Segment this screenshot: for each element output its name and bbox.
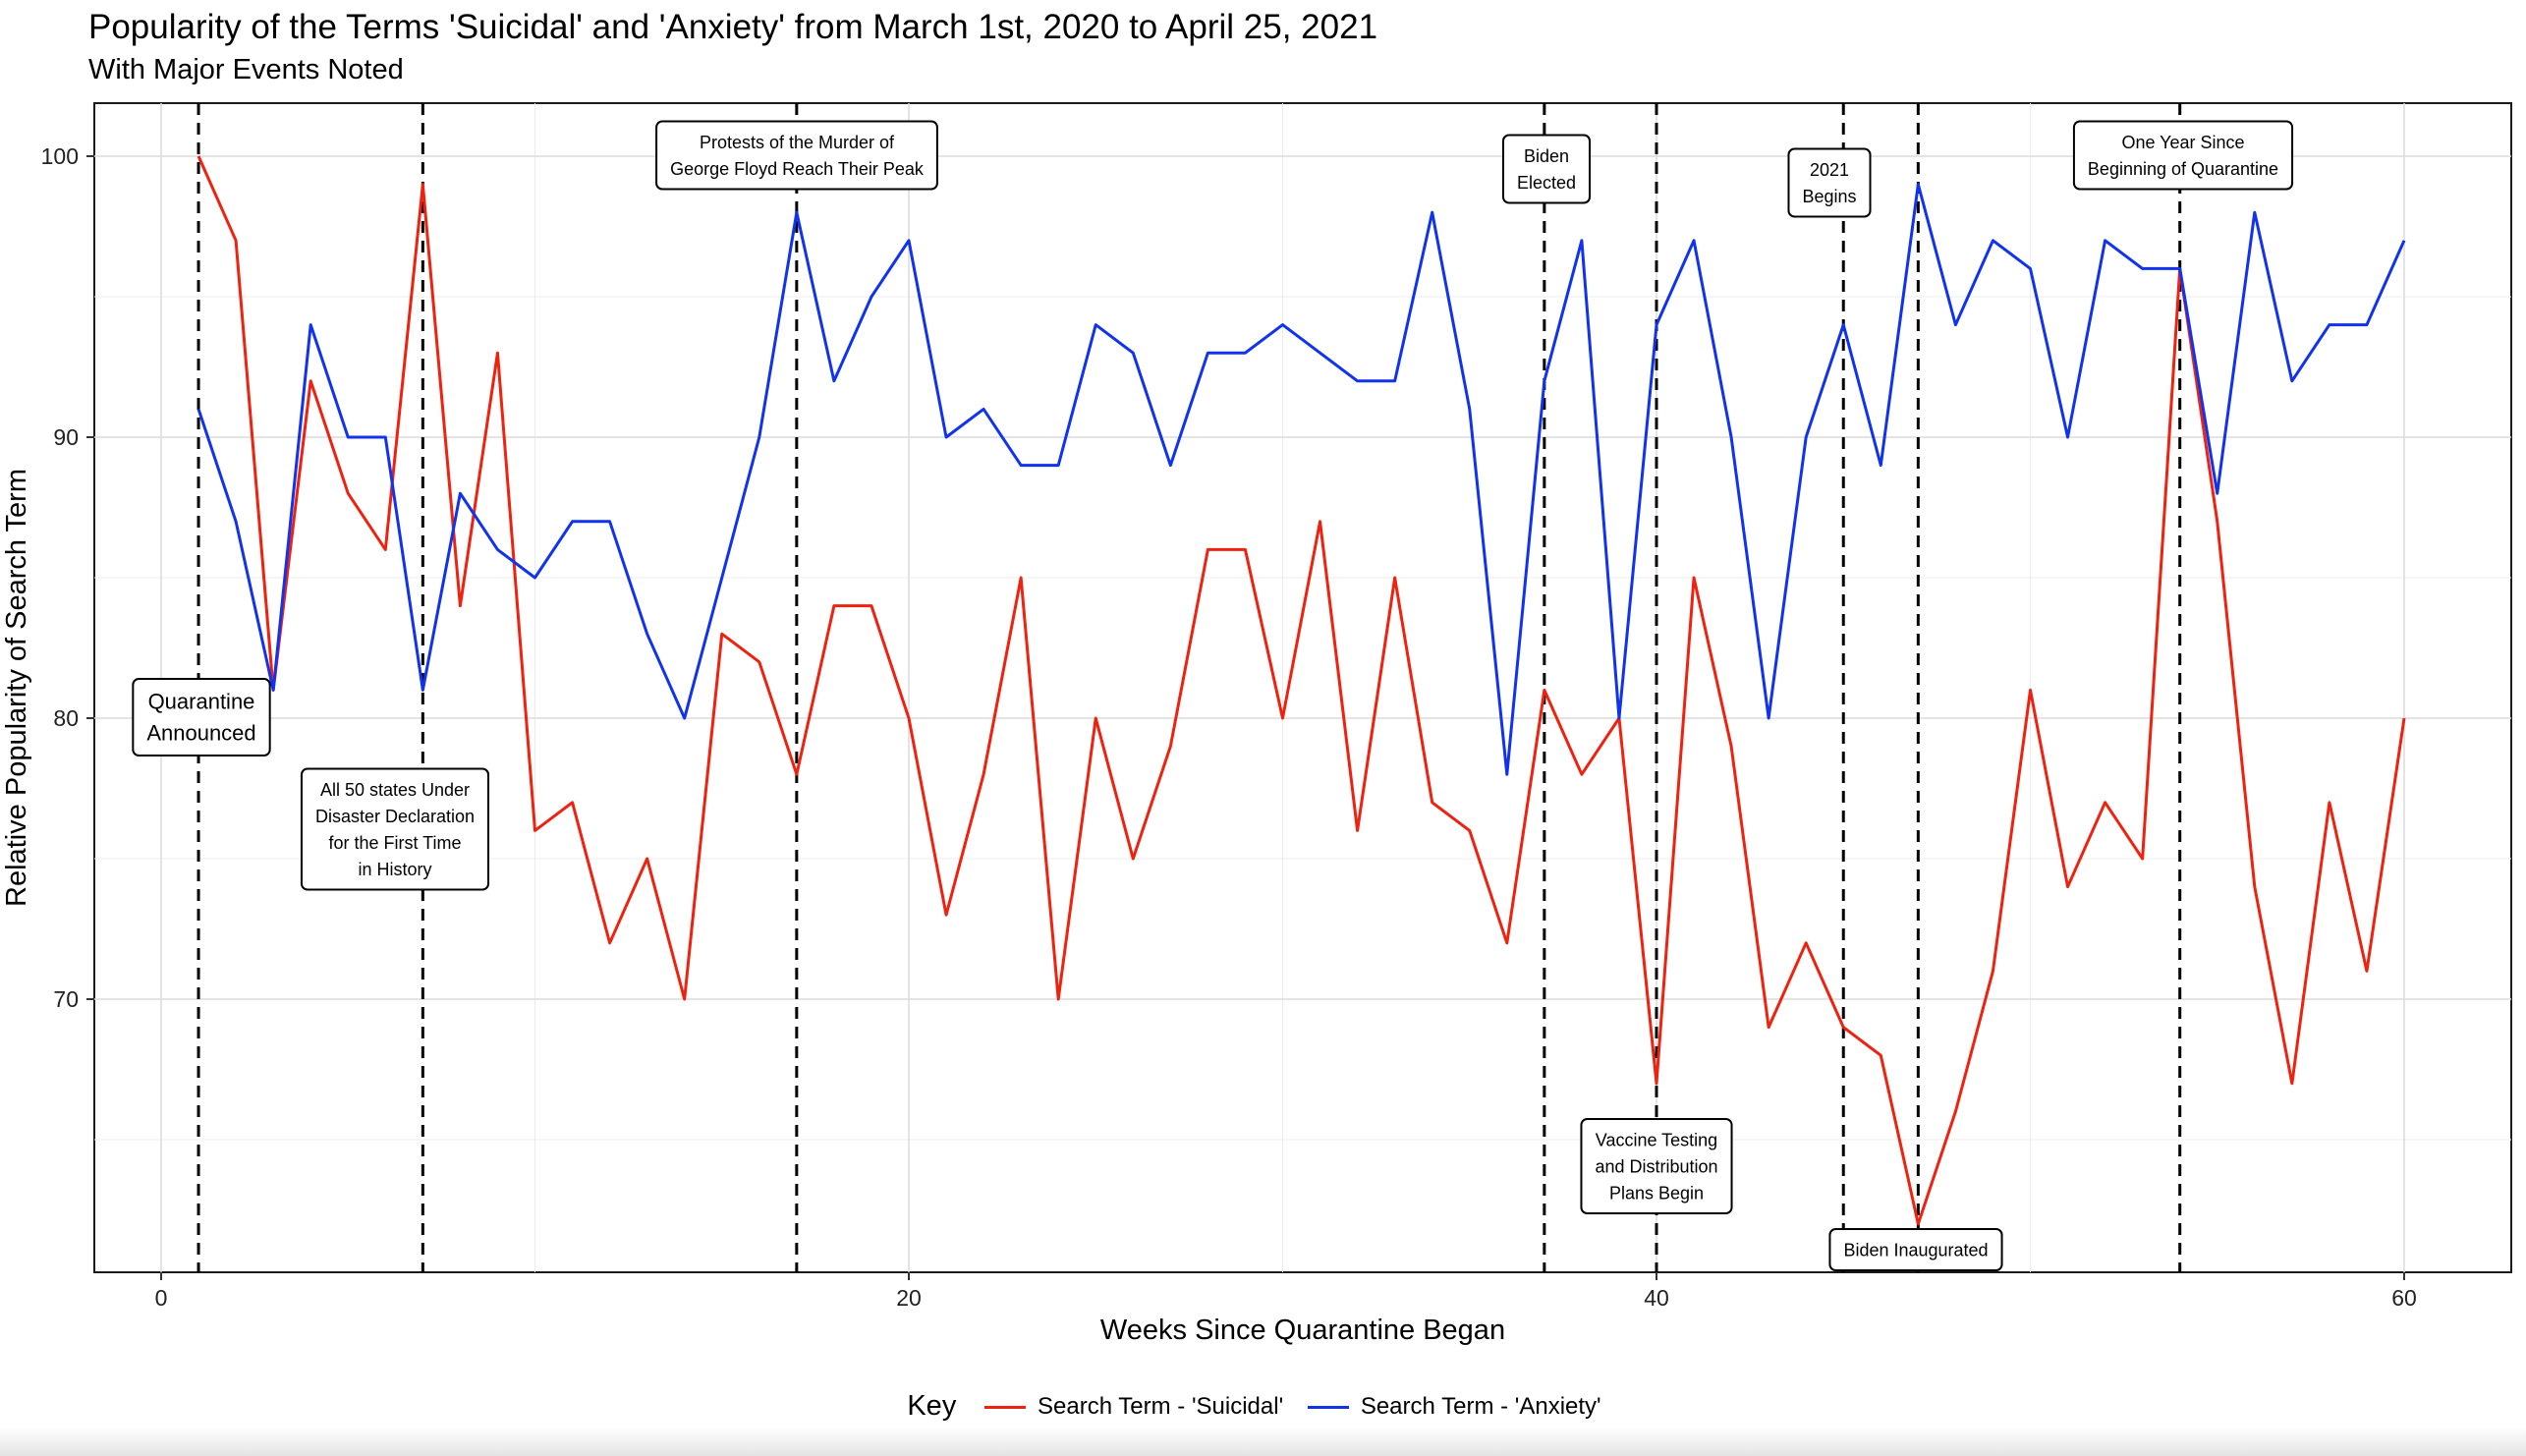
event-label: Quarantine Announced [132,678,271,756]
event-label-text: George Floyd Reach Their Peak [670,159,925,179]
y-tick-label: 70 [53,986,79,1012]
legend-label-suicidal: Search Term - 'Suicidal' [1038,1392,1284,1420]
legend-swatch-suicidal [984,1405,1026,1409]
event-label-text: Plans Begin [1609,1183,1704,1203]
event-label-text: Beginning of Quarantine [2088,159,2278,179]
event-label: Biden Elected [1501,134,1592,204]
legend-label-anxiety: Search Term - 'Anxiety' [1360,1392,1601,1420]
event-label-box [655,120,938,191]
event-label: Biden Inaugurated [1828,1228,2003,1271]
y-tick-label: 90 [53,424,79,450]
event-label-box [300,767,490,891]
event-label: 2021 Begins [1787,147,1872,218]
legend-item-suicidal: Search Term - 'Suicidal' [984,1393,1283,1421]
event-label-text: One Year Since [2121,133,2244,152]
event-label: Vaccine Testing and Distribution Plans Beg… [1580,1118,1733,1214]
event-label-text: Announced [146,721,255,746]
chart-title: Popularity of the Terms 'Suicidal' and '… [88,8,1378,46]
event-label-text: Vaccine Testing [1596,1130,1717,1149]
legend-item-anxiety: Search Term - 'Anxiety' [1307,1392,1601,1421]
event-label-box [1501,134,1592,204]
event-label-box [132,678,271,756]
x-tick-label: 40 [1644,1285,1669,1311]
event-label: Protests of the Murder of George Floyd Re… [655,120,938,191]
x-tick-label: 0 [155,1285,168,1311]
series-lines [196,155,2406,1226]
legend-title: Key [907,1390,957,1422]
y-tick-label: 80 [53,705,79,731]
event-label-text: All 50 states Under [320,780,470,800]
event-label-text: Begins [1802,187,1856,206]
event-label-text: Biden Inaugurated [1843,1240,1988,1260]
chart-subtitle: With Major Events Noted [88,54,404,85]
legend-swatch-anxiety [1307,1405,1349,1409]
event-label-text: and Distribution [1595,1156,1717,1176]
series-line-suicidal [196,155,2406,1226]
event-label: One Year Since Beginning of Quarantine [2072,120,2294,191]
event-label-text: 2021 [1810,160,1849,180]
event-label-box [1580,1118,1733,1214]
event-label-text: Elected [1517,173,1576,193]
event-label-text: for the First Time [328,833,461,853]
event-label-box [2072,120,2294,191]
x-axis-title: Weeks Since Quarantine Began [1100,1315,1505,1346]
event-label-text: Disaster Declaration [315,807,475,826]
event-label-text: in History [358,860,431,879]
axes: 0 20 40 60 70 80 90 100 [41,143,2417,1311]
bottom-shadow [0,1427,2526,1456]
event-label-box [1787,147,1872,218]
event-label-box [1828,1228,2003,1271]
y-axis-title: Relative Popularity of Search Term [1,469,32,907]
event-label-text: Protests of the Murder of [700,133,895,152]
x-tick-label: 60 [2391,1285,2417,1311]
event-labels: Quarantine Announced All 50 states Under Di… [132,120,2294,1271]
event-label-text: Quarantine [148,690,255,714]
event-label-text: Biden [1524,146,1569,166]
plot-panel [93,102,2512,1273]
x-tick-label: 20 [896,1285,922,1311]
event-label: All 50 states Under Disaster Declaration f… [300,767,490,891]
legend: Key Search Term - 'Suicidal' Search Term… [0,1390,2526,1423]
series-line-anxiety [196,183,2406,776]
y-tick-label: 100 [41,143,79,169]
